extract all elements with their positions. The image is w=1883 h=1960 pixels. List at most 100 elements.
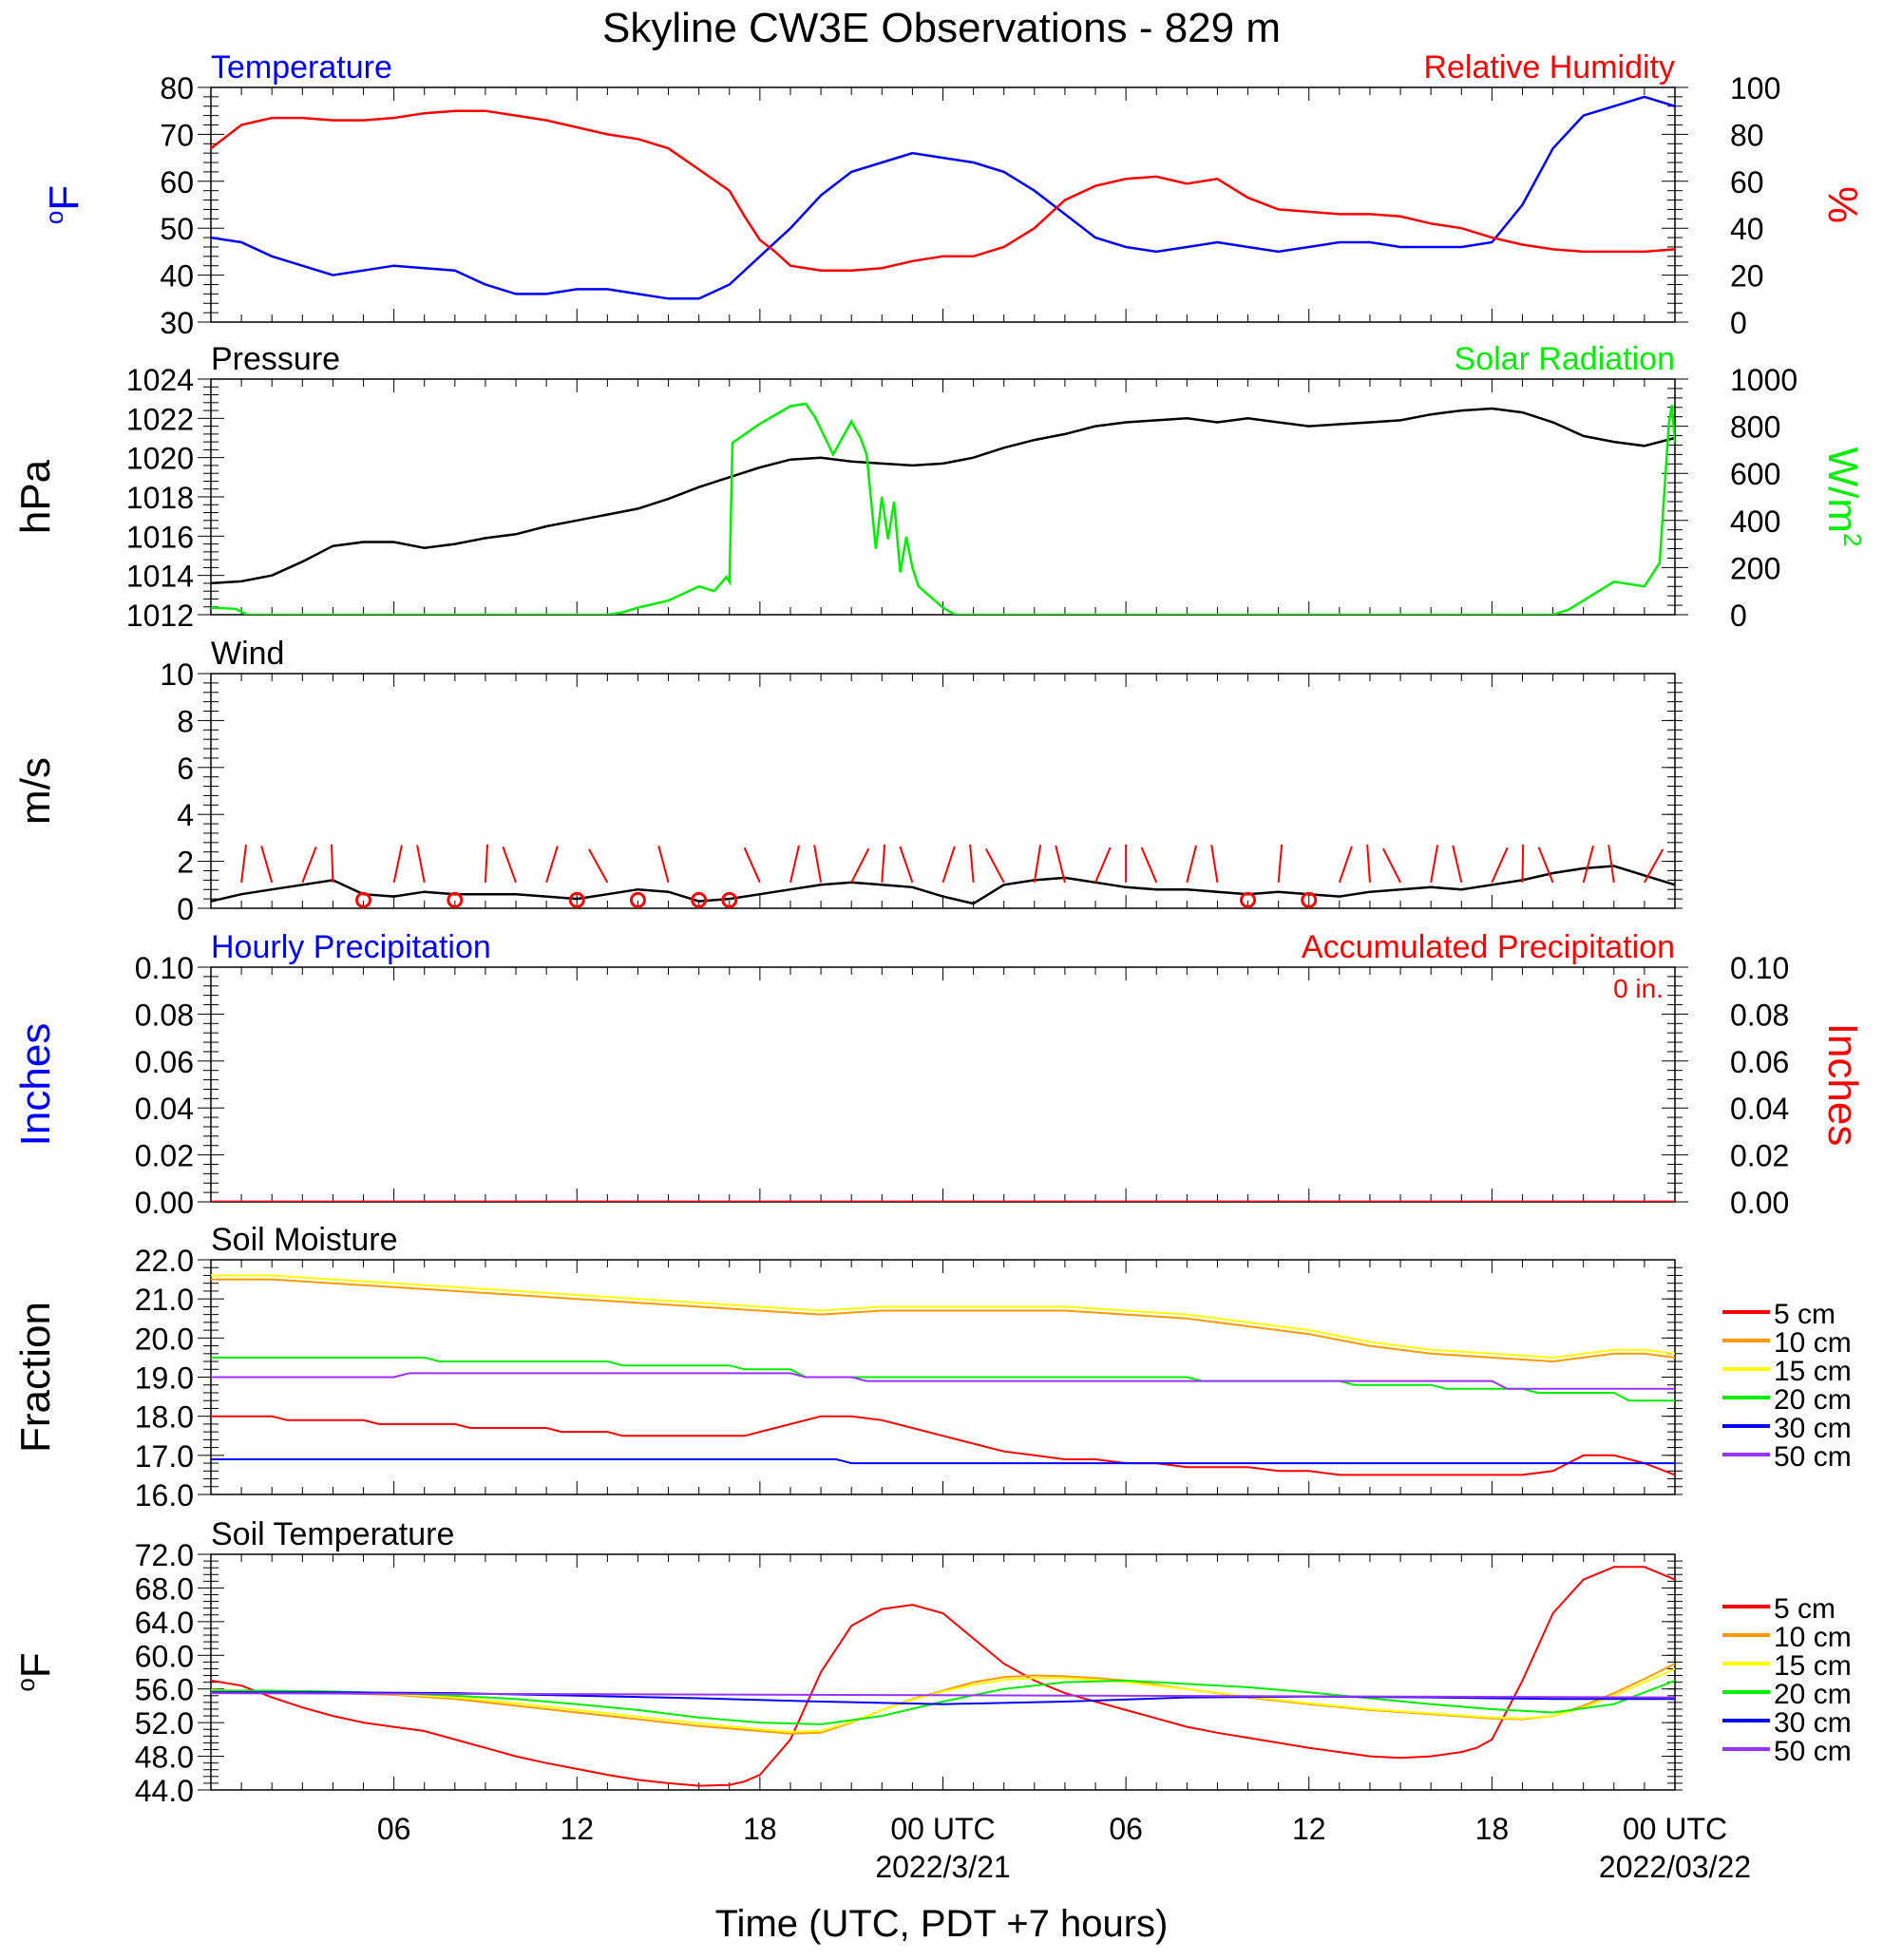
panel-title-right: Accumulated Precipitation [1302,929,1675,965]
y-tick-label: 6 [177,752,194,786]
x-date-label: 2022/3/21 [875,1850,1010,1884]
panel-3: 0.00 0.02 0.04 0.06 0.08 0.10 0.00 0.02 0.04 0.06… [12,929,1866,1220]
panel-frame [210,673,1676,909]
y-axis-label-left: oF [40,185,87,224]
wind-barb [588,848,609,884]
legend-label: 15 cm [1774,1356,1852,1387]
wind-barb [657,845,670,884]
y-right-tick-label: 80 [1730,118,1764,152]
wind-barb [301,847,317,884]
y-tick-label: 1014 [126,560,194,594]
legend-label: 50 cm [1774,1441,1852,1473]
wind-barb [1210,845,1219,883]
y-tick-label: 70 [160,118,194,152]
y-tick-label: 0.00 [135,1186,194,1220]
calm-wind-marker [447,891,464,908]
wind-barb [969,844,975,883]
wind-barb [985,848,1005,884]
wind-barb [1452,845,1463,884]
wind-barb [484,844,489,883]
y-tick-label: 72.0 [135,1538,194,1572]
y-right-tick-label: 400 [1730,504,1780,539]
wind-barb [1366,844,1371,883]
y-axis-label-left: m/s [12,757,59,825]
x-date-label: 2022/03/22 [1599,1850,1751,1884]
x-tick-label: 00 UTC [890,1812,995,1846]
wind-barb [1382,847,1401,884]
panel-4-series-5-cm [211,1415,1675,1476]
y-tick-label: 56.0 [135,1673,194,1707]
calm-wind-marker [629,891,646,908]
y-right-tick-label: 0.04 [1730,1092,1789,1126]
y-right-tick-label: 0 [1730,599,1747,633]
y-tick-label: 17.0 [135,1439,194,1474]
y-right-tick-label: 0.08 [1730,998,1789,1032]
y-right-tick-label: 800 [1730,410,1780,445]
y-tick-label: 80 [160,71,194,105]
panel-5: 44.048.052.056.060.064.068.072.0 Soil Tem… [11,1516,1852,1808]
panel-frame [210,378,1676,616]
panel-4-series-50-cm [211,1372,1675,1390]
panel-frame [210,1553,1676,1791]
y-right-tick-label: 0.00 [1730,1186,1789,1220]
panel-4: 16.0 17.0 18.0 19.0 20.0 21.0 22.0 Soil Moistur… [12,1222,1852,1513]
panel-0-series-relative-humidity [211,109,1675,272]
legend-label: 5 cm [1774,1593,1835,1625]
panel-frame [210,86,1676,323]
panel-title-left: Wind [211,636,284,672]
panel-5-series-20-cm [211,1679,1675,1725]
wind-barb [743,847,761,884]
panel-2: 0 2 4 6 8 10 Wind m/s [12,636,1683,926]
panel-0-series-temperature [211,95,1675,300]
wind-barb [1644,848,1664,884]
x-axis: Time (UTC, PDT +7 hours) 06 12 18 00 UTC 06 1… [377,1812,1751,1945]
wind-barb [1582,845,1595,884]
y-tick-label: 22.0 [135,1244,194,1278]
wind-barb [1140,847,1158,884]
wind-barb [331,844,334,883]
wind-barb [502,846,517,884]
wind-barb [545,846,559,884]
wind-barb [899,846,914,884]
y-right-tick-label: 40 [1730,212,1764,246]
y-tick-label: 60 [160,165,194,200]
y-tick-label: 52.0 [135,1706,194,1741]
panel-title-left: Soil Temperature [211,1516,454,1552]
y-right-tick-label: 0.06 [1730,1045,1789,1079]
wind-barb [240,845,247,883]
y-axis-label-right: Inches [1819,1023,1866,1147]
y-tick-label: 1012 [126,599,194,633]
wind-barb [1033,845,1042,883]
wind-barb [1607,845,1615,883]
panel-1-series-pressure [211,407,1675,585]
wind-barb [260,846,274,884]
panel-1-series-solar-radiation [211,402,1675,615]
y-tick-label: 0.06 [135,1045,194,1079]
y-tick-label: 0.10 [135,951,194,985]
y-tick-label: 60.0 [135,1639,194,1673]
chart-title: Skyline CW3E Observations - 829 m [602,5,1281,51]
y-tick-label: 64.0 [135,1606,194,1640]
y-right-tick-label: 100 [1730,71,1780,105]
y-tick-label: 19.0 [135,1361,194,1396]
panel-4-series-15-cm [211,1274,1675,1359]
calm-wind-marker [355,891,372,908]
panel-title-right: Solar Radiation [1455,341,1675,377]
y-axis-label-right: % [1819,186,1866,223]
wind-barb [789,845,800,884]
calm-wind-marker [691,891,708,908]
legend-label: 5 cm [1774,1299,1835,1330]
legend-label: 15 cm [1774,1650,1852,1682]
y-tick-label: 0 [177,892,194,926]
wind-barb [392,845,403,884]
y-tick-label: 1024 [126,363,194,397]
legend-label: 30 cm [1774,1707,1852,1739]
panel-title-right: Relative Humidity [1423,49,1675,86]
y-tick-label: 48.0 [135,1741,194,1775]
calm-wind-marker [721,891,738,908]
y-tick-label: 20.0 [135,1322,194,1356]
legend-label: 50 cm [1774,1736,1852,1767]
panel-title-left: Temperature [211,49,392,86]
x-tick-label: 06 [1109,1812,1143,1846]
